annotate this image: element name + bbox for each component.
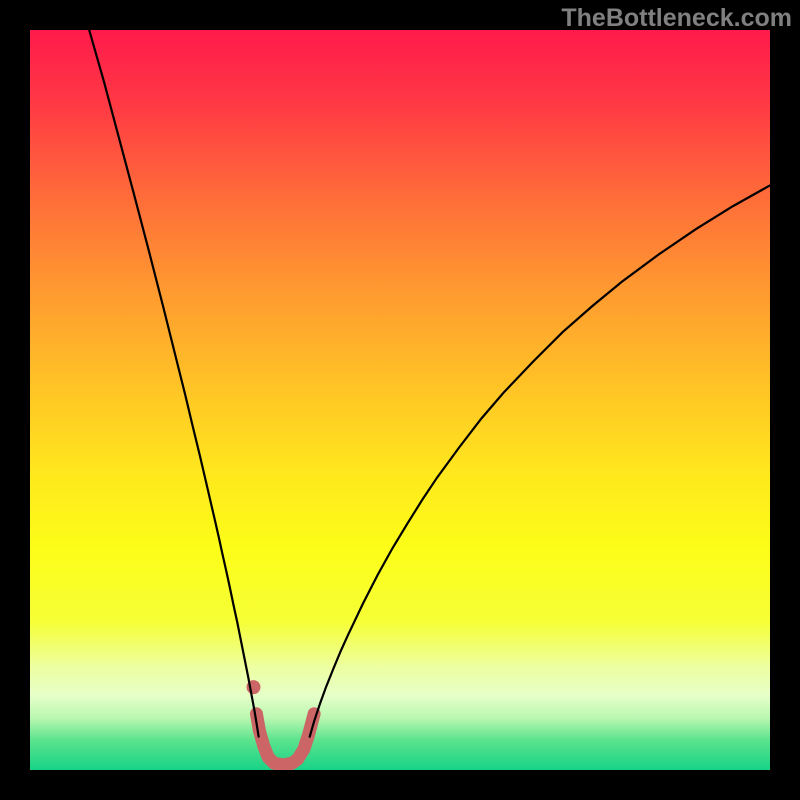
watermark-text: TheBottleneck.com [561, 4, 792, 33]
bottleneck-chart [30, 30, 770, 770]
chart-plot-area [30, 30, 770, 770]
gradient-background [30, 30, 770, 770]
